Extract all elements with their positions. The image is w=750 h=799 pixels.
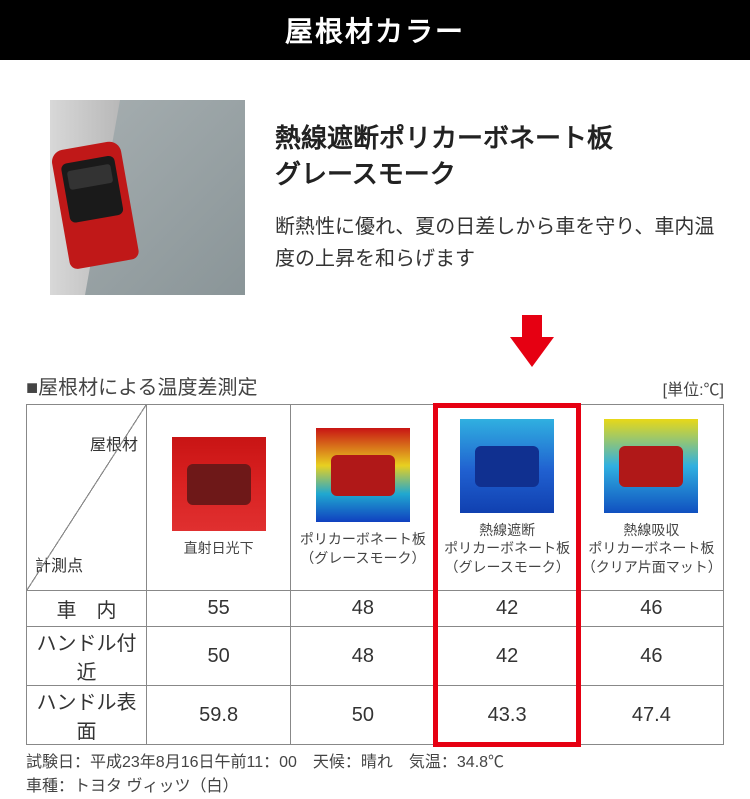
row-label: ハンドル表面 [27,686,147,745]
data-cell: 55 [147,591,291,627]
page-title: 屋根材カラー [285,16,465,47]
chart-unit: [単位:℃] [663,376,724,400]
data-cell: 47.4 [579,686,723,745]
page-title-bar: 屋根材カラー [0,0,750,60]
thermal-image [172,437,266,531]
diag-label-bottom: 計測点 [35,552,83,576]
chart-title: ■屋根材による温度差測定 [26,371,257,400]
temperature-table: 屋根材計測点直射日光下ポリカーボネート板（グレースモーク）熱線遮断ポリカーボネー… [26,404,724,745]
data-cell: 50 [147,627,291,686]
data-cell: 50 [291,686,435,745]
data-cell: 46 [579,627,723,686]
column-label: ポリカーボネート板（グレースモーク） [291,528,434,574]
arrow-stem [522,315,542,337]
thermal-image [460,419,554,513]
product-description: 断熱性に優れ、夏の日差しから車を守り、車内温度の上昇を和らげます [275,211,720,275]
data-cell: 48 [291,627,435,686]
product-image [50,100,245,295]
column-header: 直射日光下 [147,405,291,591]
diag-label-top: 屋根材 [90,431,138,455]
thermal-image [316,428,410,522]
column-header: ポリカーボネート板（グレースモーク） [291,405,435,591]
column-header: 熱線吸収ポリカーボネート板（クリア片面マット） [579,405,723,591]
product-title-line2: グレースモーク [275,159,456,189]
intro-text: 熱線遮断ポリカーボネート板 グレースモーク 断熱性に優れ、夏の日差しから車を守り… [275,100,720,295]
column-label: 熱線吸収ポリカーボネート板（クリア片面マット） [580,519,723,584]
product-title: 熱線遮断ポリカーボネート板 グレースモーク [275,120,720,193]
chart-footer: 試験日：平成23年8月16日午前11：00 天候：晴れ 気温：34.8℃ 車種：… [26,751,724,799]
column-label: 熱線遮断ポリカーボネート板（グレースモーク） [436,519,579,584]
row-label: 車 内 [27,591,147,627]
column-header: 熱線遮断ポリカーボネート板（グレースモーク） [435,405,579,591]
table-wrapper: 屋根材計測点直射日光下ポリカーボネート板（グレースモーク）熱線遮断ポリカーボネー… [26,404,724,745]
footer-line2: 車種：トヨタ ヴィッツ（白） [26,778,238,795]
data-cell: 42 [435,627,579,686]
data-cell: 59.8 [147,686,291,745]
row-label: ハンドル付近 [27,627,147,686]
product-title-line1: 熱線遮断ポリカーボネート板 [275,123,613,153]
footer-line1: 試験日：平成23年8月16日午前11：00 天候：晴れ 気温：34.8℃ [26,754,504,771]
data-cell: 46 [579,591,723,627]
data-cell: 43.3 [435,686,579,745]
intro-section: 熱線遮断ポリカーボネート板 グレースモーク 断熱性に優れ、夏の日差しから車を守り… [0,60,750,315]
chart-section: ■屋根材による温度差測定 [単位:℃] 屋根材計測点直射日光下ポリカーボネート板… [0,371,750,799]
thermal-image [604,419,698,513]
column-label: 直射日光下 [147,537,290,565]
table-corner-cell: 屋根材計測点 [27,405,147,591]
data-cell: 48 [291,591,435,627]
arrow-down-icon [510,337,554,367]
data-cell: 42 [435,591,579,627]
